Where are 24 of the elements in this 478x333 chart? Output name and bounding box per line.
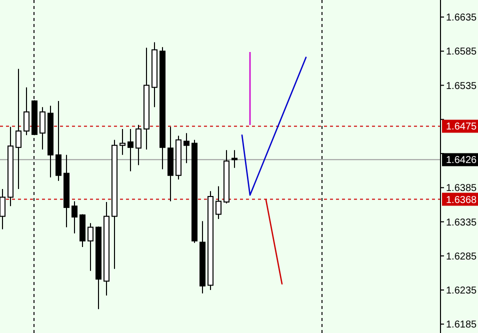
candlestick [136, 124, 142, 166]
y-tick-label: 1.6285 [446, 251, 478, 262]
y-tick-label: 1.6385 [446, 183, 478, 194]
candlestick [72, 200, 78, 234]
candlestick [16, 68, 22, 190]
candlestick [24, 86, 30, 136]
candlestick [128, 128, 134, 172]
candlestick [184, 132, 190, 164]
candlestick [40, 106, 46, 150]
candlestick [216, 186, 222, 220]
candlestick [232, 150, 238, 168]
candlestick [56, 100, 62, 182]
ref-line-label: 1.6368 [446, 194, 478, 206]
y-tick-label: 1.6185 [446, 320, 478, 331]
y-tick-label: 1.6235 [446, 286, 478, 297]
y-tick-label: 1.6635 [446, 12, 478, 24]
candlestick [120, 128, 126, 156]
ref-line-label: 1.6475 [446, 122, 478, 133]
candlestick [88, 222, 94, 272]
y-tick-label: 1.6535 [446, 80, 478, 92]
y-tick-label: 1.6335 [446, 217, 478, 228]
y-tick-label: 1.6585 [446, 46, 478, 58]
ref-line-label: 1.6426 [446, 155, 478, 166]
candlestick [0, 188, 6, 230]
